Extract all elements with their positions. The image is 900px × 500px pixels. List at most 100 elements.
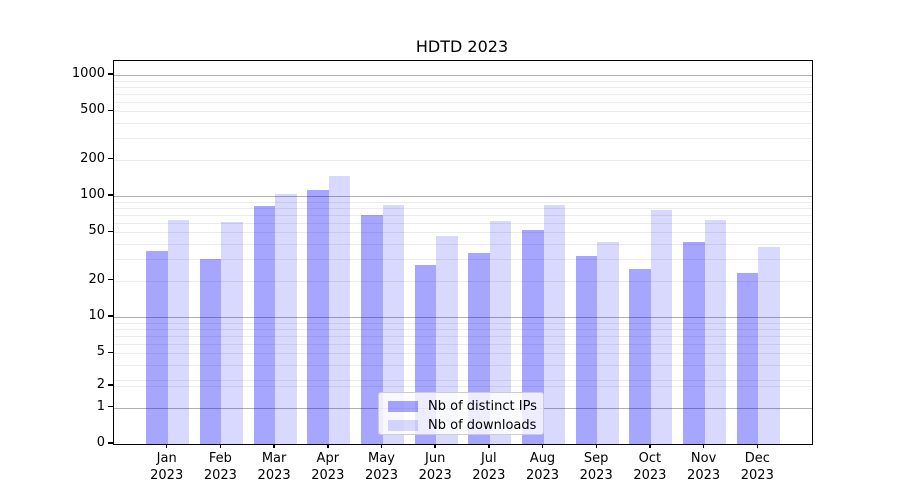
minor-gridline [114, 328, 812, 330]
bar-distinct-ips [575, 255, 598, 444]
minor-gridline [114, 280, 812, 282]
legend-item-downloads: Nb of downloads [388, 417, 543, 434]
y-tick-mark [108, 315, 113, 317]
x-tick-mark [488, 444, 490, 448]
y-tick-label: 1000 [71, 66, 105, 81]
legend-label-downloads: Nb of downloads [428, 418, 537, 433]
bar-distinct-ips [683, 241, 705, 444]
minor-gridline [114, 259, 812, 261]
y-tick-mark [108, 405, 113, 408]
y-tick-label: 500 [80, 102, 105, 118]
minor-gridline [114, 123, 812, 125]
x-tick-label: Jan 2023 [150, 451, 184, 483]
x-tick-mark [327, 444, 329, 448]
minor-gridline [114, 353, 812, 355]
legend-item-distinct-ips: Nb of distinct IPs [388, 398, 543, 415]
minor-gridline [114, 93, 812, 95]
legend-swatch-downloads [388, 420, 418, 431]
minor-gridline [114, 201, 812, 203]
x-tick-mark [756, 444, 759, 448]
chart-title: HDTD 2023 [415, 37, 509, 56]
x-tick-mark [434, 444, 436, 448]
bar-downloads [597, 241, 619, 444]
legend-swatch-distinct-ips [388, 401, 418, 412]
bar-downloads [436, 235, 458, 444]
x-tick-mark [702, 444, 705, 448]
minor-gridline [114, 101, 812, 103]
major-gridline [114, 196, 812, 197]
x-tick-label: May 2023 [364, 451, 399, 483]
major-gridline [114, 317, 812, 318]
x-tick-label: Jun 2023 [418, 451, 452, 483]
x-tick-mark [541, 444, 544, 448]
bar-downloads [221, 222, 243, 444]
bar-downloads [704, 220, 727, 444]
y-tick-mark [108, 157, 113, 160]
legend-label-distinct-ips: Nb of distinct IPs [428, 399, 537, 414]
y-tick-mark [108, 230, 113, 233]
bar-downloads [758, 246, 780, 444]
bar-distinct-ips [522, 230, 544, 444]
bar-downloads [543, 204, 565, 444]
x-tick-mark [273, 444, 275, 448]
y-tick-label: 1 [96, 398, 105, 414]
minor-gridline [114, 111, 812, 113]
x-tick-mark [649, 444, 651, 448]
x-tick-mark [595, 444, 597, 448]
y-tick-mark [108, 109, 113, 112]
x-tick-label: Apr 2023 [311, 451, 345, 483]
y-tick-mark [108, 384, 113, 386]
minor-gridline [114, 322, 812, 324]
y-tick-mark [108, 194, 113, 196]
minor-gridline [114, 386, 812, 387]
x-tick-label: Feb 2023 [203, 451, 237, 483]
bar-distinct-ips [629, 268, 651, 444]
y-tick-label: 5 [96, 344, 105, 360]
minor-gridline [114, 232, 812, 234]
bar-downloads [382, 204, 404, 444]
minor-gridline [114, 380, 812, 382]
major-gridline [114, 75, 812, 76]
y-tick-mark [108, 278, 113, 281]
minor-gridline [114, 214, 812, 216]
bar-downloads [328, 176, 351, 444]
y-tick-label: 50 [88, 223, 105, 239]
minor-gridline [114, 222, 812, 224]
minor-gridline [114, 335, 812, 337]
plot-area [113, 60, 813, 445]
bar-distinct-ips [146, 251, 168, 444]
bar-distinct-ips [253, 206, 276, 444]
bar-distinct-ips [199, 259, 222, 444]
bar-downloads [650, 209, 673, 444]
x-tick-label: Nov 2023 [687, 451, 721, 483]
bar-downloads [167, 220, 190, 444]
x-tick-label: Dec 2023 [740, 451, 774, 483]
minor-gridline [114, 80, 812, 82]
y-tick-label: 10 [88, 308, 105, 323]
y-tick-label: 200 [80, 150, 105, 166]
x-tick-mark [165, 444, 168, 448]
y-tick-label: 0 [96, 435, 105, 450]
bar-downloads [275, 193, 297, 444]
x-tick-label: Aug 2023 [525, 451, 560, 483]
bar-downloads [489, 221, 512, 444]
x-tick-label: Sep 2023 [579, 451, 613, 483]
y-tick-mark [108, 73, 113, 75]
minor-gridline [114, 159, 812, 161]
x-tick-mark [380, 444, 383, 448]
y-tick-label: 20 [88, 271, 105, 287]
bar-distinct-ips [736, 273, 759, 444]
minor-gridline [114, 86, 812, 88]
x-tick-label: Jul 2023 [472, 451, 506, 483]
bar-distinct-ips [361, 214, 383, 444]
x-tick-mark [219, 444, 222, 448]
minor-gridline [114, 207, 812, 209]
legend: Nb of distinct IPs Nb of downloads [378, 392, 544, 435]
y-tick-label: 2 [96, 377, 105, 392]
minor-gridline [114, 244, 812, 246]
minor-gridline [114, 343, 812, 345]
y-tick-mark [108, 351, 113, 354]
minor-gridline [114, 365, 812, 367]
y-tick-mark [108, 442, 113, 444]
